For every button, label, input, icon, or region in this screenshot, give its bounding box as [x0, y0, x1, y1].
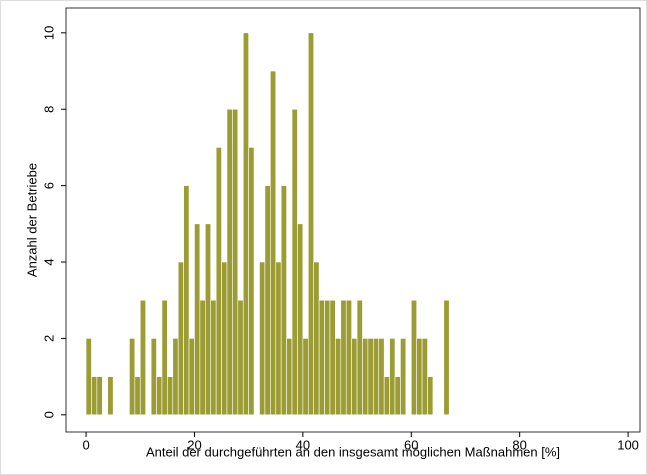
bar: [351, 338, 358, 416]
x-tick-label: 80: [512, 437, 526, 452]
bar: [318, 299, 325, 416]
bar: [242, 32, 249, 416]
bar: [215, 147, 222, 416]
bar: [161, 299, 168, 416]
bar: [394, 376, 401, 416]
x-tick-label: 100: [617, 437, 639, 452]
bar: [226, 108, 233, 416]
bar: [367, 338, 374, 416]
bar: [232, 108, 239, 416]
bar: [259, 261, 266, 416]
bar: [85, 338, 92, 416]
bar: [286, 338, 293, 416]
bar: [210, 299, 217, 416]
bar: [362, 338, 369, 416]
y-tick-label: 8: [41, 106, 56, 113]
bar: [427, 376, 434, 416]
y-tick-label: 0: [41, 411, 56, 418]
bar: [183, 185, 190, 416]
bar: [248, 147, 255, 416]
bar: [270, 70, 277, 416]
x-tick-label: 60: [404, 437, 418, 452]
bar: [204, 223, 212, 416]
bar: [400, 338, 407, 416]
bar: [307, 32, 315, 416]
bar: [150, 338, 157, 416]
bar: [237, 299, 244, 416]
bar: [107, 376, 114, 416]
bar: [421, 338, 428, 416]
bar: [302, 338, 309, 416]
bar: [129, 338, 136, 416]
bar: [221, 261, 228, 416]
bar: [356, 299, 363, 416]
bar: [324, 299, 331, 416]
bar: [188, 338, 195, 416]
bar: [156, 376, 163, 416]
bar: [329, 299, 336, 416]
bar: [340, 299, 347, 416]
bar: [416, 338, 423, 416]
bar: [139, 299, 146, 416]
bar: [389, 338, 396, 416]
bar: [91, 376, 98, 416]
bar: [345, 299, 352, 416]
bar: [383, 376, 390, 416]
bar: [280, 185, 287, 416]
bar: [167, 376, 174, 416]
bar: [199, 299, 206, 416]
y-tick-label: 4: [41, 258, 56, 265]
bar: [96, 376, 103, 416]
bar: [172, 338, 179, 416]
y-tick-label: 2: [41, 335, 56, 342]
bar: [134, 376, 141, 416]
x-tick-label: 20: [187, 437, 201, 452]
bar: [194, 223, 201, 416]
x-tick-label: 0: [82, 437, 89, 452]
bar: [264, 185, 271, 416]
bar: [297, 223, 304, 416]
y-axis-title: Anzahl der Betriebe: [24, 163, 39, 277]
bar: [291, 108, 298, 416]
x-tick-label: 40: [296, 437, 310, 452]
bar: [313, 261, 320, 416]
bar: [410, 299, 417, 416]
bar: [378, 338, 385, 416]
bar: [335, 338, 342, 416]
x-axis-title: Anteil der durchgeführten an den insgesa…: [146, 444, 560, 459]
bar: [177, 261, 184, 416]
y-tick-label: 6: [41, 182, 56, 189]
y-tick-label: 10: [41, 26, 56, 40]
bar: [443, 299, 450, 416]
bar: [275, 261, 282, 416]
bar: [373, 338, 380, 416]
